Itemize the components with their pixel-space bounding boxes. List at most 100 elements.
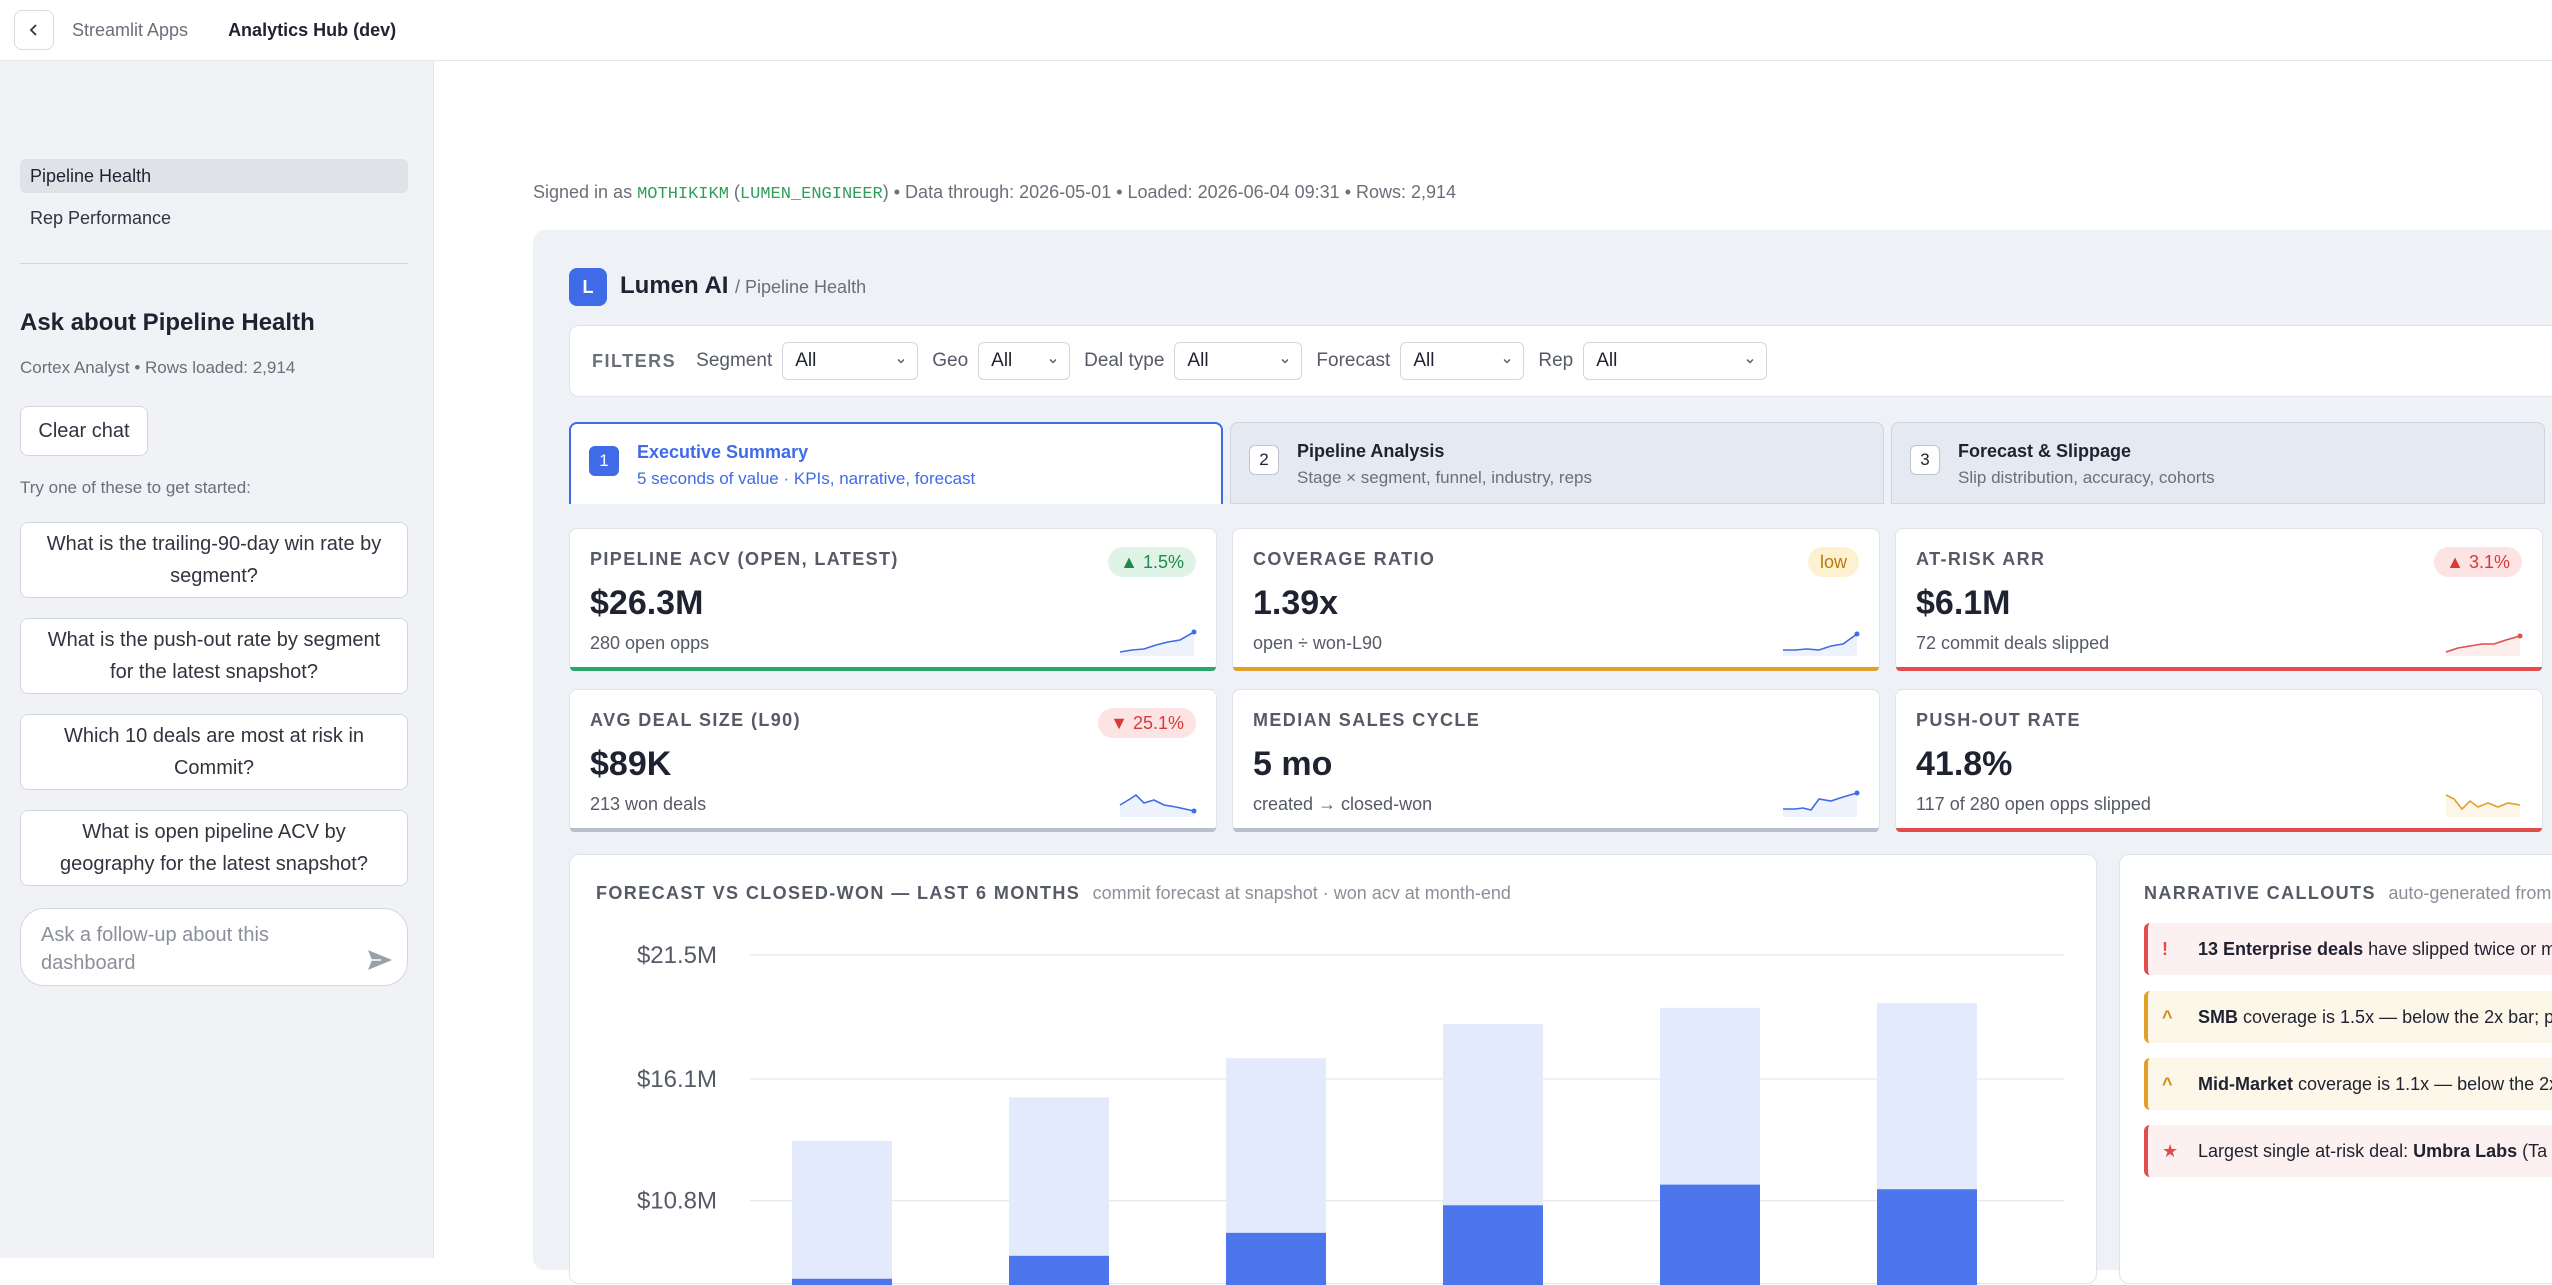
dashboard-panel: L Lumen AI / Pipeline Health FILTERS Seg… (533, 230, 2552, 1285)
kpi-pipeline-acv: PIPELINE ACV (OPEN, LATEST) $26.3M 280 o… (569, 528, 1217, 671)
callout-text: coverage is 1.1x — below the 2x (2293, 1073, 2552, 1094)
rep-select[interactable]: All (1583, 342, 1768, 380)
closed-won-bar[interactable] (1660, 1184, 1760, 1285)
sidebar: Pipeline Health Rep Performance Ask abou… (0, 61, 434, 1258)
callout-item: ! 13 Enterprise deals have slipped twice… (2144, 923, 2552, 975)
suggestion-button[interactable]: What is the push-out rate by segment for… (20, 618, 408, 694)
chevron-down-icon (1746, 359, 1754, 364)
closed-won-bar[interactable] (1443, 1205, 1543, 1285)
breadcrumb-app: Analytics Hub (dev) (228, 19, 397, 40)
tab-executive-summary[interactable]: 1 Executive Summary 5 seconds of value ·… (569, 422, 1223, 504)
kpi-accent-bar (1896, 828, 2542, 832)
kpi-subtext: 72 commit deals slipped (1916, 633, 2110, 653)
brand-path: / Pipeline Health (735, 277, 867, 297)
user-role: LUMEN_ENGINEER (739, 185, 883, 204)
star-icon: ★ (2162, 1140, 2179, 1161)
suggestion-button[interactable]: What is open pipeline ACV by geography f… (20, 810, 408, 886)
kpi-label: MEDIAN SALES CYCLE (1253, 710, 1481, 730)
forecast-bar[interactable] (792, 1141, 892, 1285)
caret-up-icon: ^ (2162, 1006, 2173, 1027)
chevron-down-icon (1049, 359, 1057, 364)
callout-item: ★ Largest single at-risk deal: Umbra Lab… (2144, 1125, 2552, 1177)
kpi-value: 41.8% (1916, 745, 2013, 783)
narrative-callouts-card: NARRATIVE CALLOUTS auto-generated from !… (2119, 854, 2552, 1284)
chevron-down-icon (1281, 359, 1289, 364)
chat-input[interactable]: Ask a follow-up about this dashboard (20, 908, 408, 986)
geo-select[interactable]: All (978, 342, 1071, 380)
kpi-at-risk-arr: AT-RISK ARR $6.1M 72 commit deals slippe… (1895, 528, 2543, 671)
kpi-accent-bar (570, 828, 1216, 832)
tab-title: Executive Summary (637, 442, 809, 462)
rep-value: All (1596, 350, 1618, 371)
narrative-subtitle: auto-generated from (2388, 883, 2552, 903)
kpi-accent-bar (1896, 667, 2542, 671)
kpi-accent-bar (1233, 828, 1879, 832)
callout-emphasis: 13 Enterprise deals (2198, 938, 2364, 959)
chevron-down-icon (1503, 359, 1511, 364)
alert-icon: ! (2162, 938, 2168, 959)
closed-won-bar[interactable] (1009, 1255, 1109, 1285)
y-tick-label: $10.8M (637, 1188, 717, 1215)
brand-name: Lumen AI (620, 272, 729, 299)
status-badge: low (1807, 547, 1859, 577)
kpi-coverage-ratio: COVERAGE RATIO 1.39x open ÷ won-L90 low (1232, 528, 1880, 671)
forecast-bar-chart: $21.5M $16.1M $10.8M (637, 942, 2064, 1285)
tab-title: Forecast & Slippage (1958, 441, 2132, 461)
suggestion-button[interactable]: What is the trailing-90-day win rate by … (20, 522, 408, 598)
session-meta: Signed in as MOTHIKIKM (LUMEN_ENGINEER) … (533, 182, 1457, 204)
breadcrumb-root[interactable]: Streamlit Apps (72, 19, 189, 40)
callout-text: have slipped twice or m (2363, 938, 2552, 959)
forecast-bar[interactable] (1009, 1097, 1109, 1285)
send-icon[interactable] (367, 949, 393, 971)
closed-won-bar[interactable] (1877, 1189, 1977, 1285)
filter-label-rep: Rep (1538, 350, 1574, 371)
kpi-label: COVERAGE RATIO (1253, 549, 1436, 569)
clear-chat-button[interactable]: Clear chat (20, 406, 148, 456)
y-tick-label: $16.1M (637, 1066, 717, 1093)
kpi-accent-bar (1233, 667, 1879, 671)
forecast-select[interactable]: All (1400, 342, 1525, 380)
kpi-subtext: 280 open opps (590, 633, 710, 653)
trend-badge: ▲ 3.1% (2434, 547, 2522, 577)
deal-type-select[interactable]: All (1174, 342, 1303, 380)
tab-forecast-slippage[interactable]: 3 Forecast & Slippage Slip distribution,… (1891, 422, 2545, 504)
kpi-label: PIPELINE ACV (OPEN, LATEST) (590, 549, 899, 569)
kpi-subtext: 213 won deals (590, 794, 707, 814)
closed-won-bar[interactable] (792, 1278, 892, 1285)
data-meta: • Data through: 2026-05-01 • Loaded: 202… (893, 182, 1457, 202)
chat-meta: Cortex Analyst • Rows loaded: 2,914 (20, 358, 296, 377)
trend-badge: ▼ 25.1% (1098, 708, 1196, 738)
sidebar-item-pipeline-health[interactable]: Pipeline Health (20, 159, 408, 193)
tab-title: Pipeline Analysis (1297, 441, 1445, 461)
brand-logo: L (569, 268, 607, 306)
segment-value: All (795, 350, 817, 371)
filter-label-forecast: Forecast (1316, 350, 1391, 371)
callout-emphasis: SMB (2198, 1006, 2238, 1027)
sparkline (1783, 790, 1860, 817)
kpi-subtext: created → closed-won (1253, 794, 1433, 814)
filter-label-segment: Segment (696, 350, 773, 371)
kpi-label: AT-RISK ARR (1916, 549, 2046, 569)
tab-pipeline-analysis[interactable]: 2 Pipeline Analysis Stage × segment, fun… (1230, 422, 1884, 504)
chart-title: FORECAST VS CLOSED-WON — LAST 6 MONTHS (596, 883, 1081, 903)
tab-number: 1 (589, 446, 619, 476)
tab-subtitle: 5 seconds of value · KPIs, narrative, fo… (637, 469, 976, 488)
kpi-value: 1.39x (1253, 584, 1339, 622)
tab-subtitle: Slip distribution, accuracy, cohorts (1958, 468, 2215, 487)
filter-bar: FILTERS Segment All Geo All Deal type Al… (569, 325, 2552, 397)
suggestion-button[interactable]: Which 10 deals are most at risk in Commi… (20, 714, 408, 790)
filter-label-geo: Geo (932, 350, 969, 371)
segment-select[interactable]: All (782, 342, 919, 380)
callout-emphasis: Mid-Market (2198, 1073, 2294, 1094)
sidebar-item-rep-performance[interactable]: Rep Performance (30, 207, 172, 228)
filters-title: FILTERS (592, 350, 677, 371)
back-button[interactable] (14, 10, 54, 50)
closed-won-bar[interactable] (1226, 1232, 1326, 1285)
sidebar-divider (20, 263, 408, 264)
forecast-chart-card: FORECAST VS CLOSED-WON — LAST 6 MONTHS c… (569, 854, 2097, 1285)
forecast-value: All (1413, 350, 1435, 371)
callout-emphasis: Umbra Labs (2413, 1140, 2518, 1161)
sparkline (1783, 631, 1860, 656)
callout-item: ^ Mid-Market coverage is 1.1x — below th… (2144, 1058, 2552, 1110)
kpi-subtext: open ÷ won-L90 (1253, 633, 1382, 653)
